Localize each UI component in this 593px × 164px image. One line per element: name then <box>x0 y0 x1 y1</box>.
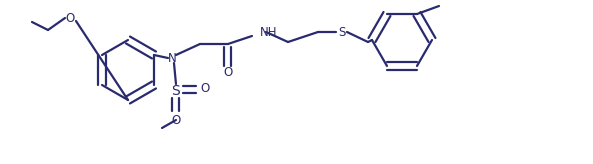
Text: NH: NH <box>260 25 278 39</box>
Text: O: O <box>171 113 181 126</box>
Text: N: N <box>168 51 176 64</box>
Text: S: S <box>171 84 180 98</box>
Text: O: O <box>65 11 75 24</box>
Text: O: O <box>224 66 232 80</box>
Text: O: O <box>200 82 209 95</box>
Text: S: S <box>338 25 346 39</box>
